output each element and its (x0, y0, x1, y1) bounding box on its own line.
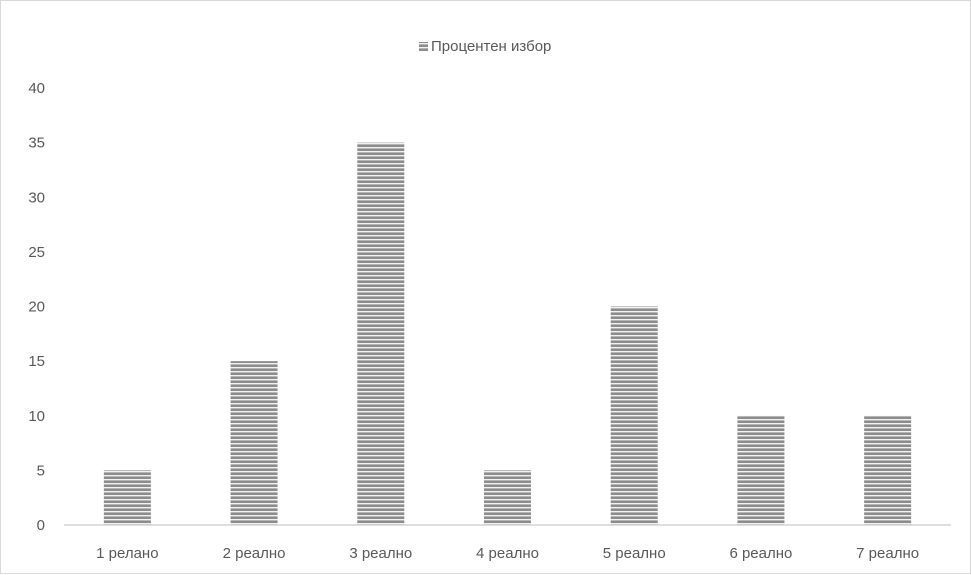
bar (864, 415, 912, 525)
x-tick-label: 4 реално (476, 545, 539, 562)
bar (610, 306, 658, 525)
y-tick-label: 20 (28, 299, 45, 316)
x-tick-label: 3 реално (349, 545, 412, 562)
y-tick-label: 35 (28, 135, 45, 152)
x-tick-label: 1 релано (96, 545, 158, 562)
y-tick-label: 30 (28, 189, 45, 206)
y-tick-label: 40 (28, 80, 45, 97)
legend: Процентен избор (419, 38, 551, 55)
x-tick-label: 7 реално (856, 545, 919, 562)
x-tick-label: 5 реално (603, 545, 666, 562)
bar (484, 470, 531, 525)
y-tick-label: 15 (28, 353, 45, 370)
x-tick-label: 6 реално (729, 545, 792, 562)
y-tick-label: 5 (37, 462, 45, 479)
bars (103, 142, 912, 525)
y-tick-label: 0 (37, 517, 45, 534)
legend-label: Процентен избор (431, 38, 551, 55)
bar (103, 470, 151, 525)
x-tick-label: 2 реално (223, 545, 286, 562)
y-tick-label: 25 (28, 244, 45, 261)
legend-swatch (419, 42, 428, 51)
bar (737, 415, 785, 525)
y-tick-label: 10 (28, 408, 45, 425)
x-axis: 1 релано 2 реално 3 реално 4 реално 5 реално… (96, 545, 919, 562)
y-axis: 0 5 10 15 20 25 30 35 40 (28, 80, 45, 534)
bar (357, 142, 405, 525)
bar (230, 361, 278, 525)
